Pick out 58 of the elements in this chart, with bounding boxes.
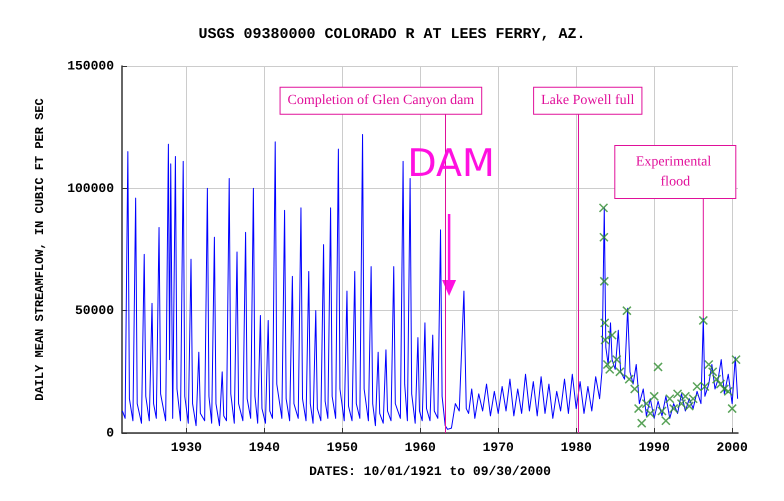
point [599, 232, 609, 242]
point [642, 398, 652, 408]
x-tick-label: 1940 [248, 440, 280, 455]
point [649, 392, 659, 402]
point [720, 384, 730, 394]
y-tick-label: 0 [106, 426, 114, 440]
x-tick-label: 1930 [170, 440, 202, 455]
point [600, 318, 610, 328]
point [602, 360, 612, 370]
point [716, 379, 726, 389]
x-tick-label: 1980 [560, 440, 592, 455]
x-tick-label: 1960 [404, 440, 436, 455]
point [684, 401, 694, 411]
point [724, 386, 734, 396]
point [680, 392, 690, 402]
point [604, 364, 614, 374]
annotation: Experimental flood [636, 154, 715, 190]
x-axis-title: DATES: 10/01/1921 to 09/30/2000 [309, 464, 552, 479]
y-tick-label: 150000 [67, 58, 114, 74]
ref-line-label: Lake Powell full [541, 93, 635, 108]
x-tick-label: 1990 [638, 440, 670, 455]
point [653, 362, 663, 372]
y-tick-label: 100000 [67, 180, 114, 196]
point [668, 404, 678, 414]
point [700, 382, 710, 392]
y-axis-title: DAILY MEAN STREAMFLOW, IN CUBIC FT PER SEC [33, 98, 47, 401]
point [600, 335, 610, 345]
x-tick-label: 2000 [716, 440, 748, 455]
point [672, 389, 682, 399]
point [607, 330, 617, 340]
point [688, 394, 698, 404]
ref-line-label: Completion of Glen Canyon dam [288, 93, 474, 108]
point [708, 367, 718, 377]
point [598, 203, 608, 213]
point [600, 276, 610, 286]
point [624, 374, 634, 384]
point [692, 382, 702, 392]
point [636, 418, 646, 428]
point [676, 398, 686, 408]
point [731, 354, 741, 364]
point [727, 404, 737, 414]
point [630, 384, 640, 394]
point [698, 316, 708, 326]
x-tick-label: 1950 [326, 440, 358, 455]
point [665, 394, 675, 404]
point [712, 374, 722, 384]
point [704, 360, 714, 370]
point [622, 306, 632, 316]
point [634, 404, 644, 414]
point [615, 367, 625, 377]
y-tick-label: 50000 [74, 303, 114, 318]
point [612, 354, 622, 364]
chart-title: USGS 09380000 COLORADO R AT LEES FERRY, AZ. [198, 26, 586, 43]
point [661, 416, 671, 426]
x-tick-label: 1970 [482, 440, 514, 455]
point [646, 408, 656, 418]
point [657, 406, 667, 416]
line-series [122, 134, 738, 430]
